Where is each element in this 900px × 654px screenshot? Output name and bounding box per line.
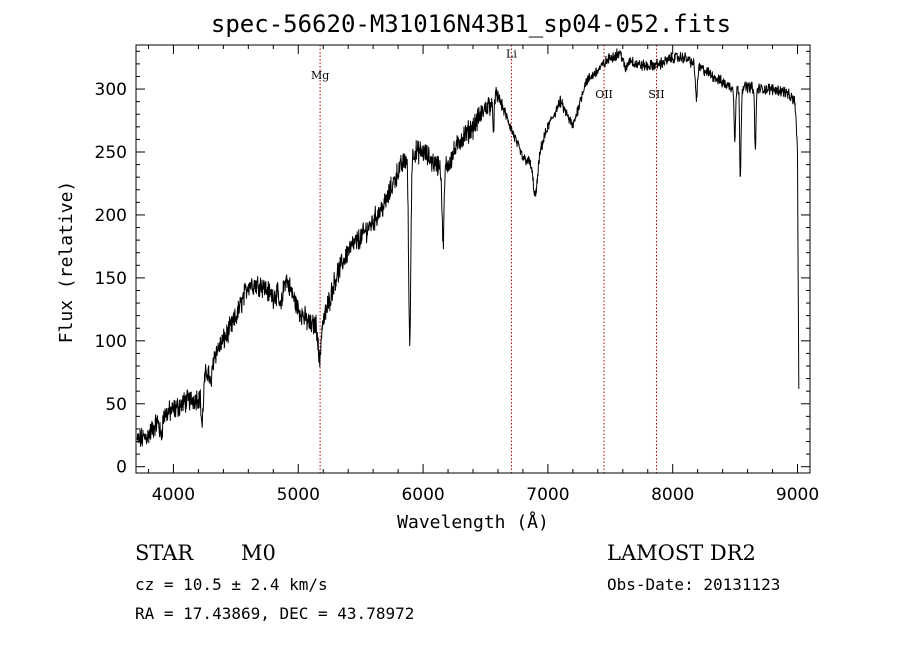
x-tick-label: 8000: [651, 485, 694, 505]
redshift-cz: cz = 10.5 ± 2.4 km/s: [135, 575, 328, 594]
object-subclass: M0: [241, 541, 276, 565]
spectrum-group: [136, 48, 800, 447]
x-tick-label: 7000: [526, 485, 569, 505]
y-axis-label: Flux (relative): [56, 181, 77, 344]
x-tick-label: 5000: [277, 485, 320, 505]
y-tick-label: 250: [95, 143, 127, 163]
chart-title: spec-56620-M31016N43B1_sp04-052.fits: [211, 10, 731, 38]
reference-lines-group: Mg Li OII SII: [311, 45, 665, 473]
y-tick-label: 100: [95, 332, 127, 352]
y-tick-label: 50: [105, 395, 127, 415]
observation-date: Obs-Date: 20131123: [607, 575, 780, 594]
reference-line-label: Mg: [311, 69, 329, 82]
plot-frame: [135, 44, 811, 474]
reference-line-label: Li: [506, 48, 517, 61]
x-tick-label: 6000: [401, 485, 444, 505]
y-tick-label: 300: [95, 80, 127, 100]
x-axis-label: Wavelength (Å): [397, 511, 549, 533]
y-tick-label: 200: [95, 206, 127, 226]
y-tick-label: 150: [95, 269, 127, 289]
spectrum-line: [136, 48, 800, 447]
ticks-group: 4000 5000 6000 7000 8000 9000 0 50 100 150 200 250 3…: [95, 45, 819, 505]
survey-name: LAMOST DR2: [607, 541, 756, 565]
x-tick-label: 4000: [152, 485, 195, 505]
ra-dec-coordinates: RA = 17.43869, DEC = 43.78972: [135, 604, 414, 623]
object-class: STAR: [135, 541, 194, 565]
y-tick-label: 0: [116, 458, 127, 478]
reference-line-label: OII: [595, 88, 613, 101]
reference-line-label: SII: [648, 88, 664, 101]
x-tick-label: 9000: [776, 485, 819, 505]
